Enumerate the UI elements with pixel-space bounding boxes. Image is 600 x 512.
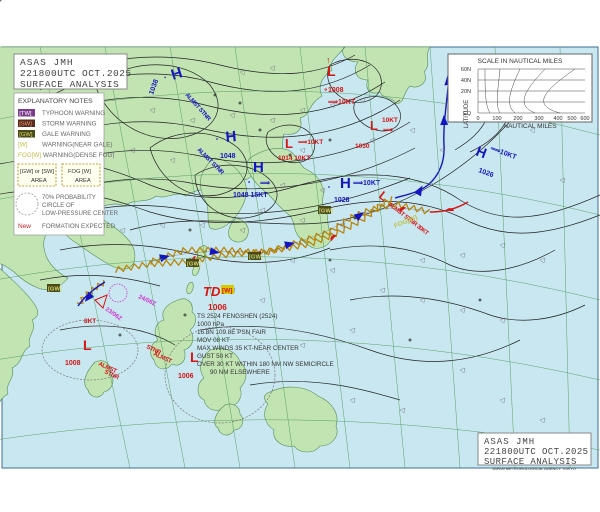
svg-text:GALE WARNING: GALE WARNING (42, 131, 91, 138)
svg-text:1008: 1008 (65, 360, 81, 367)
svg-text:10KT: 10KT (382, 117, 398, 124)
svg-text:NAUTICAL MILES: NAUTICAL MILES (503, 123, 557, 130)
svg-text:400: 400 (553, 116, 562, 122)
svg-text:FOG [W]: FOG [W] (68, 169, 91, 175)
svg-text:1028: 1028 (334, 197, 350, 204)
svg-text:MOV 08 KT: MOV 08 KT (197, 337, 230, 344)
svg-text:1030: 1030 (355, 143, 370, 150)
svg-text:FORMATION EXPECTED: FORMATION EXPECTED (42, 223, 115, 230)
svg-text:1048: 1048 (220, 153, 236, 160)
svg-text:200: 200 (513, 116, 522, 122)
svg-text:*: * (328, 186, 330, 192)
svg-text:20N: 20N (461, 89, 471, 95)
svg-text:100: 100 (492, 116, 501, 122)
svg-text:TYPHOON WARNING: TYPHOON WARNING (42, 110, 105, 117)
svg-text:40N: 40N (461, 78, 471, 84)
svg-text:H: H (225, 128, 237, 146)
svg-text:[W]: [W] (18, 142, 28, 149)
svg-text:1048 15KT: 1048 15KT (233, 192, 268, 199)
svg-text:[GW]: [GW] (249, 255, 263, 261)
svg-text:[GW]: [GW] (48, 287, 62, 293)
svg-text:STORM WARNING: STORM WARNING (42, 121, 97, 128)
svg-text:L: L (285, 136, 293, 151)
svg-text:16.8N 109.8E PSN FAIR: 16.8N 109.8E PSN FAIR (197, 329, 266, 336)
svg-text:SURFACE ANALYSIS: SURFACE ANALYSIS (20, 79, 119, 90)
svg-text:[GW] or [SW]: [GW] or [SW] (20, 169, 55, 175)
svg-text:SCALE IN NAUTICAL MILES: SCALE IN NAUTICAL MILES (478, 58, 563, 65)
svg-text:1014 10KT: 1014 10KT (278, 155, 310, 162)
svg-text:WARNING(NEAR GALE): WARNING(NEAR GALE) (42, 142, 112, 149)
svg-text:⟹: ⟹ (383, 127, 393, 134)
svg-text:[SW]: [SW] (19, 121, 32, 127)
svg-text:300: 300 (534, 116, 543, 122)
svg-text:↑: ↑ (326, 55, 331, 65)
svg-text:[GW]: [GW] (187, 262, 201, 268)
svg-text:LOW-PRESSURE CENTER: LOW-PRESSURE CENTER (42, 210, 119, 217)
svg-text:ASAS JMH: ASAS JMH (484, 437, 535, 447)
svg-text:500: 500 (567, 116, 576, 122)
svg-text:[W]: [W] (222, 288, 232, 295)
svg-text:⟹10KT: ⟹10KT (328, 99, 356, 106)
svg-text:WARNING(DENSE FOG): WARNING(DENSE FOG) (43, 152, 114, 159)
svg-text:AREA: AREA (31, 178, 47, 184)
svg-text:CIRCLE OF: CIRCLE OF (42, 202, 75, 209)
svg-text:90 NM ELSEWHERE: 90 NM ELSEWHERE (210, 369, 270, 376)
svg-text:L: L (370, 118, 378, 133)
svg-text:L: L (83, 337, 92, 353)
svg-text:AREA: AREA (75, 178, 91, 184)
svg-text:MAX WINDS 35 KT-NEAR CENTER: MAX WINDS 35 KT-NEAR CENTER (197, 345, 299, 352)
svg-text:1006: 1006 (178, 373, 194, 380)
svg-text:600: 600 (580, 116, 589, 122)
svg-text:8KT: 8KT (84, 318, 96, 325)
svg-text:[TW]: [TW] (19, 111, 32, 117)
svg-text:221800UTC OCT.2025: 221800UTC OCT.2025 (20, 68, 132, 79)
svg-text:EQ: EQ (463, 111, 472, 117)
svg-text:70% PROBABILITY: 70% PROBABILITY (42, 194, 96, 201)
svg-text:JAPAN METEOROLOGICAL AGENCY TO: JAPAN METEOROLOGICAL AGENCY TOKYO (492, 466, 576, 471)
svg-text:⟹10KT: ⟹10KT (298, 139, 323, 146)
svg-text:OVER 30 KT WITHIN 180 NM NW SE: OVER 30 KT WITHIN 180 NM NW SEMICIRCLE (197, 361, 334, 368)
svg-text:ASAS JMH: ASAS JMH (20, 57, 74, 68)
svg-text:L: L (327, 63, 336, 79)
svg-text:0: 0 (476, 116, 479, 122)
svg-text:221800UTC OCT.2025: 221800UTC OCT.2025 (484, 447, 588, 457)
svg-text:1006: 1006 (208, 302, 227, 312)
svg-text:TS 2524 FENGSHEN (2524): TS 2524 FENGSHEN (2524) (197, 313, 278, 320)
svg-text:FOG[W]: FOG[W] (18, 152, 41, 159)
svg-text:GUST 50 KT: GUST 50 KT (197, 353, 233, 360)
svg-text:EXPLANATORY NOTES: EXPLANATORY NOTES (18, 98, 93, 105)
svg-text:⟹10KT: ⟹10KT (353, 180, 381, 187)
svg-text:H: H (340, 175, 351, 192)
svg-text:*: * (216, 138, 218, 144)
svg-text:⟹: ⟹ (260, 180, 270, 187)
svg-text:New: New (18, 223, 31, 230)
svg-text:[GW]: [GW] (319, 209, 333, 215)
svg-text:[GW]: [GW] (19, 132, 33, 138)
svg-text:TD: TD (203, 284, 221, 299)
svg-text:60N: 60N (461, 67, 471, 73)
